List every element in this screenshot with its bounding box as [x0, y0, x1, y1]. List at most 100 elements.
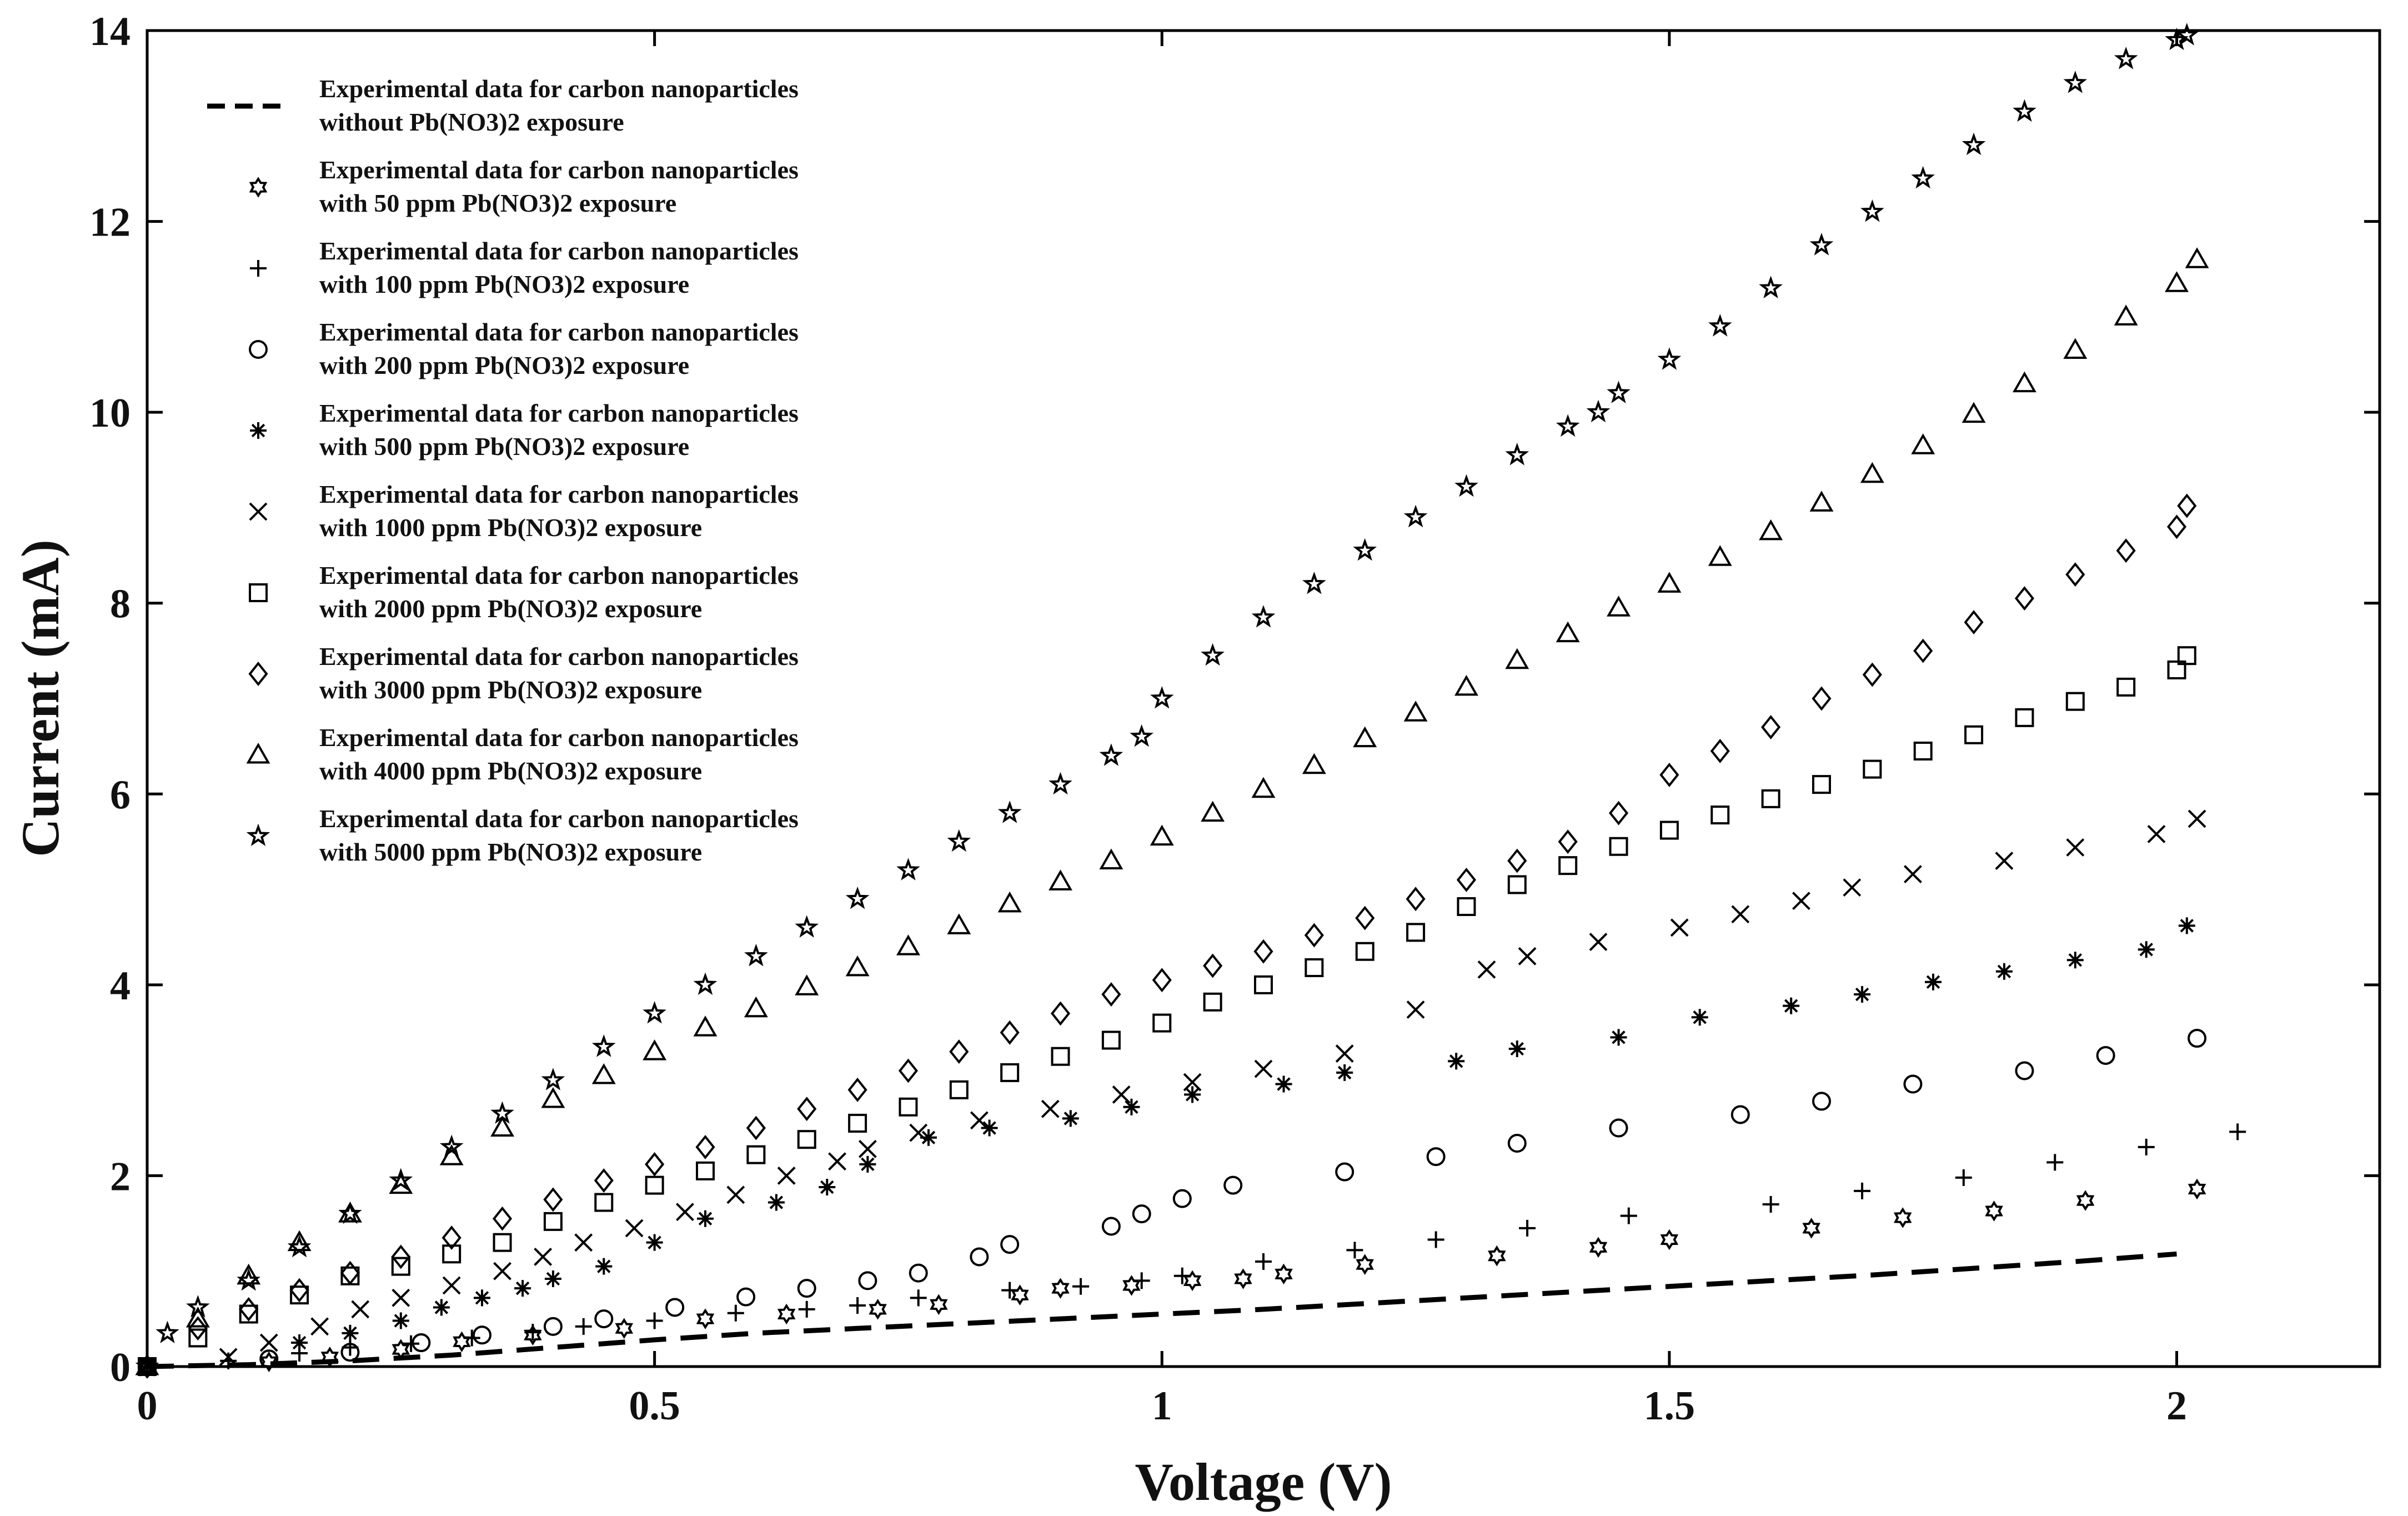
data-point [1001, 1282, 1019, 1299]
data-point [2188, 1178, 2206, 1200]
data-point [1913, 741, 1933, 760]
series-1000-ppm [138, 809, 2206, 1376]
data-point [1670, 918, 1689, 937]
data-point [340, 1260, 360, 1285]
data-point [676, 1203, 694, 1222]
data-point [1223, 1175, 1243, 1195]
data-point [543, 1212, 563, 1231]
data-point [1708, 314, 1732, 337]
data-point [1904, 865, 1922, 884]
legend-marker [249, 502, 268, 521]
data-point [896, 858, 920, 880]
data-point [135, 1354, 159, 1377]
data-point [473, 1325, 491, 1345]
legend-item: Experimental data for carbon nanoparticl… [249, 318, 799, 379]
x-tick-label: 1.5 [1644, 1383, 1695, 1429]
data-point [896, 934, 920, 955]
data-point [289, 1278, 309, 1303]
data-point [1335, 1162, 1354, 1182]
data-point [696, 1161, 715, 1180]
data-point [1406, 887, 1426, 912]
data-point [1657, 572, 1682, 593]
data-point [442, 1276, 461, 1295]
legend-item: Experimental data for carbon nanoparticl… [249, 561, 799, 623]
plot-frame [146, 29, 2381, 1368]
y-tick-label: 2 [110, 1154, 131, 1199]
data-point [1802, 1218, 1820, 1239]
data-point [474, 1289, 490, 1307]
legend-item: Experimental data for carbon nanoparticl… [250, 399, 799, 461]
data-point [1123, 1098, 1140, 1115]
data-point [1457, 897, 1476, 916]
data-point [727, 1304, 744, 1322]
legend-marker [249, 340, 268, 359]
data-point [2063, 71, 2088, 93]
legend-label: Experimental data for carbon nanoparticl… [319, 723, 799, 752]
data-point [493, 1233, 512, 1252]
data-point [2165, 271, 2189, 292]
x-tick-label: 0.5 [629, 1383, 680, 1429]
legend-item: Experimental data for carbon nanoparticl… [248, 642, 799, 704]
data-point [643, 1039, 667, 1060]
data-point [391, 1244, 411, 1269]
data-point [909, 1263, 928, 1283]
data-point [2188, 809, 2206, 828]
data-point [645, 1152, 665, 1177]
data-point [1255, 1253, 1272, 1270]
data-point [2066, 838, 2085, 857]
data-point [1659, 762, 1679, 787]
data-point [1275, 1075, 1292, 1093]
data-point [594, 1193, 614, 1212]
data-point [1403, 701, 1428, 722]
data-point [2013, 99, 2036, 122]
data-point [1150, 686, 1174, 709]
data-point [185, 1307, 210, 1328]
data-point [909, 1123, 928, 1142]
data-point [858, 1139, 877, 1158]
data-point [2065, 562, 2085, 587]
data-point [1518, 947, 1537, 965]
data-point [2175, 23, 2199, 46]
y-tick-label: 6 [110, 772, 131, 818]
data-point [1608, 800, 1629, 825]
legend-label: Experimental data for carbon nanoparticl… [319, 480, 799, 508]
series-4000-ppm [135, 247, 2209, 1375]
data-point [594, 1309, 614, 1329]
data-point [1041, 1099, 1060, 1118]
data-point [1488, 1245, 1506, 1267]
legend-marker [250, 260, 267, 277]
data-point [1911, 166, 1935, 189]
data-point [1336, 1064, 1353, 1081]
x-tick-label: 2 [2166, 1383, 2187, 1429]
legend-marker [246, 742, 270, 764]
data-point [595, 1258, 613, 1275]
data-point [858, 1271, 877, 1290]
data-point [1203, 953, 1223, 978]
data-point [1448, 1053, 1465, 1070]
data-point [1305, 958, 1324, 977]
data-point [490, 1115, 514, 1137]
data-point [1708, 545, 1732, 566]
data-point [1152, 1013, 1172, 1033]
legend-label: Experimental data for carbon nanoparticl… [319, 561, 799, 589]
data-point [848, 1113, 867, 1133]
data-point [1132, 1204, 1151, 1224]
data-point [1454, 474, 1478, 497]
legend-label: with 100 ppm Pb(NO3)2 exposure [319, 270, 689, 298]
data-point [2046, 1154, 2064, 1171]
data-point [1964, 610, 1984, 635]
data-point [237, 1268, 261, 1291]
data-point [1783, 997, 1800, 1014]
data-point [744, 996, 768, 1018]
data-point [1903, 1074, 1923, 1094]
legend-label: without Pb(NO3)2 exposure [319, 108, 624, 136]
data-point [947, 913, 971, 934]
data-point [947, 829, 971, 852]
data-point [259, 1349, 279, 1369]
series-50-ppm [138, 1178, 2206, 1377]
x-axis-title: Voltage (V) [1135, 1452, 1392, 1512]
data-point [259, 1333, 278, 1352]
data-point [1759, 519, 1783, 541]
legend-marker [249, 583, 268, 602]
data-point [1863, 759, 1882, 779]
